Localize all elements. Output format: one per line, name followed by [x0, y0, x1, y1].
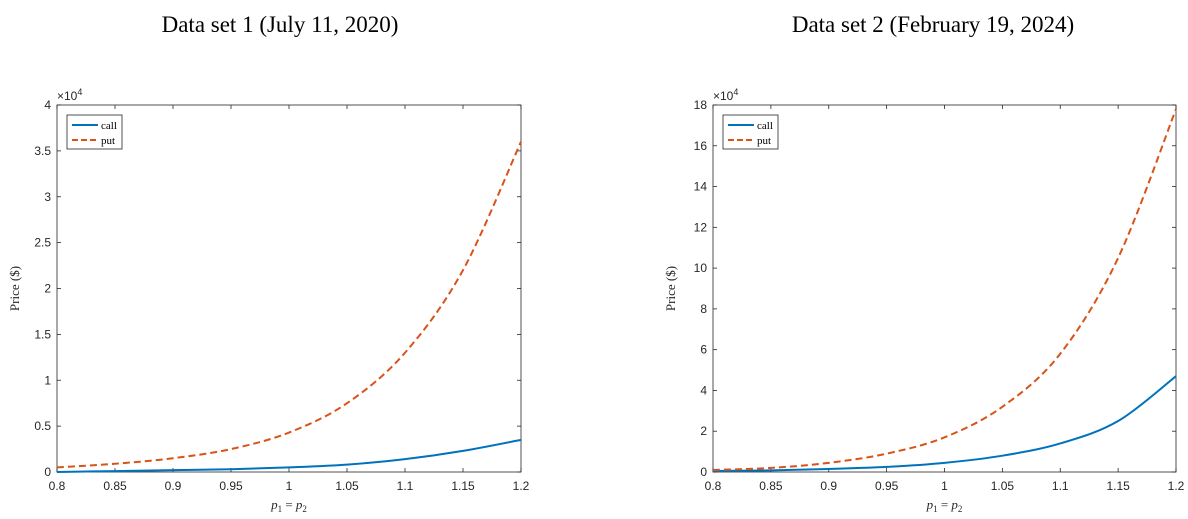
chart-1-x-tick-label: 0.9: [165, 479, 182, 493]
chart-1-y-axis-label: Price ($): [7, 266, 22, 311]
chart-1-series-call: [56, 438, 522, 473]
chart-2-x-axis-label: p1 = p2: [926, 497, 963, 514]
chart-2-x-tick-label: 1.15: [1106, 479, 1130, 493]
chart-2-series-call: [712, 375, 1177, 472]
chart-1-x-tick-label: 0.95: [219, 479, 243, 493]
chart-2-x-tick-label: 0.9: [820, 479, 837, 493]
chart-2-legend: [722, 114, 779, 150]
chart-2-y-tick-label: 12: [694, 220, 708, 234]
chart-2-x-tick-label: 0.8: [705, 479, 722, 493]
chart-1-y-tick-label: 0.5: [34, 419, 51, 433]
chart-1-y-tick-label: 1.5: [34, 327, 51, 341]
chart-1-legend-label-call: call: [101, 120, 117, 132]
chart-2-y-tick-label: 6: [700, 343, 707, 357]
chart-1-y-exponent: ×104: [57, 87, 82, 103]
chart-2-y-tick-label: 16: [694, 139, 708, 153]
chart-2-legend-label-call: call: [757, 120, 773, 132]
chart-2-x-tick-label: 0.85: [759, 479, 783, 493]
chart-2-legend-label-put: put: [757, 135, 771, 147]
chart-1-x-tick-label: 0.8: [49, 479, 66, 493]
chart-2-y-tick-label: 4: [700, 383, 707, 397]
chart-1-title: Data set 1 (July 11, 2020): [161, 12, 399, 37]
chart-2-axes-box: [712, 104, 1177, 473]
chart-1-x-tick-label: 1.05: [335, 479, 359, 493]
chart-1-y-tick-label: 2: [44, 282, 51, 296]
chart-1-x-tick-label: 1.15: [451, 479, 475, 493]
chart-2-y-exponent: ×104: [713, 87, 738, 103]
chart-1-series-put: [56, 141, 522, 469]
chart-2-x-tick-label: 0.95: [875, 479, 899, 493]
chart-2-y-tick-label: 0: [700, 465, 707, 479]
chart-1-y-tick-label: 3.5: [34, 144, 51, 158]
chart-2-series-put: [712, 108, 1177, 471]
chart-1-plot: 0.8 0.85 0.9 0.95 1 1.05 1.1 1.15 1.2 0 0.5 1 1.5 2 2.…: [7, 87, 530, 514]
chart-2-y-tick-label: 18: [694, 98, 708, 112]
chart-1-y-tick-label: 1: [44, 373, 51, 387]
chart-1-legend-label-put: put: [101, 135, 115, 147]
chart-2-y-tick-label: 2: [700, 424, 707, 438]
chart-1-x-axis-label: p1 = p2: [270, 497, 307, 514]
chart-1-y-tick-label: 4: [44, 98, 51, 112]
chart-1-x-tick-label: 1: [286, 479, 293, 493]
chart-1-y-tick-label: 2.5: [34, 236, 51, 250]
chart-1-x-tick-label: 0.85: [103, 479, 127, 493]
chart-2-y-tick-label: 8: [700, 302, 707, 316]
chart-1-y-tick-label: 0: [44, 465, 51, 479]
chart-2-x-tick-label: 1.1: [1052, 479, 1069, 493]
chart-1-legend: [66, 114, 123, 150]
chart-2-x-tick-label: 1.2: [1168, 479, 1185, 493]
chart-1-x-tick-label: 1.2: [513, 479, 530, 493]
chart-2-y-tick-label: 10: [694, 261, 708, 275]
chart-2-plot: 0.8 0.85 0.9 0.95 1 1.05 1.1 1.15 1.2 0 2 4 6 8 10 12 14…: [663, 87, 1185, 514]
chart-2-y-tick-label: 14: [694, 180, 708, 194]
chart-2-y-axis-label: Price ($): [663, 266, 678, 311]
chart-2-x-tick-label: 1: [941, 479, 948, 493]
chart-2-title: Data set 2 (February 19, 2024): [791, 12, 1075, 37]
chart-2-x-tick-label: 1.05: [991, 479, 1015, 493]
chart-1-y-tick-label: 3: [44, 190, 51, 204]
chart-1-x-tick-label: 1.1: [397, 479, 414, 493]
